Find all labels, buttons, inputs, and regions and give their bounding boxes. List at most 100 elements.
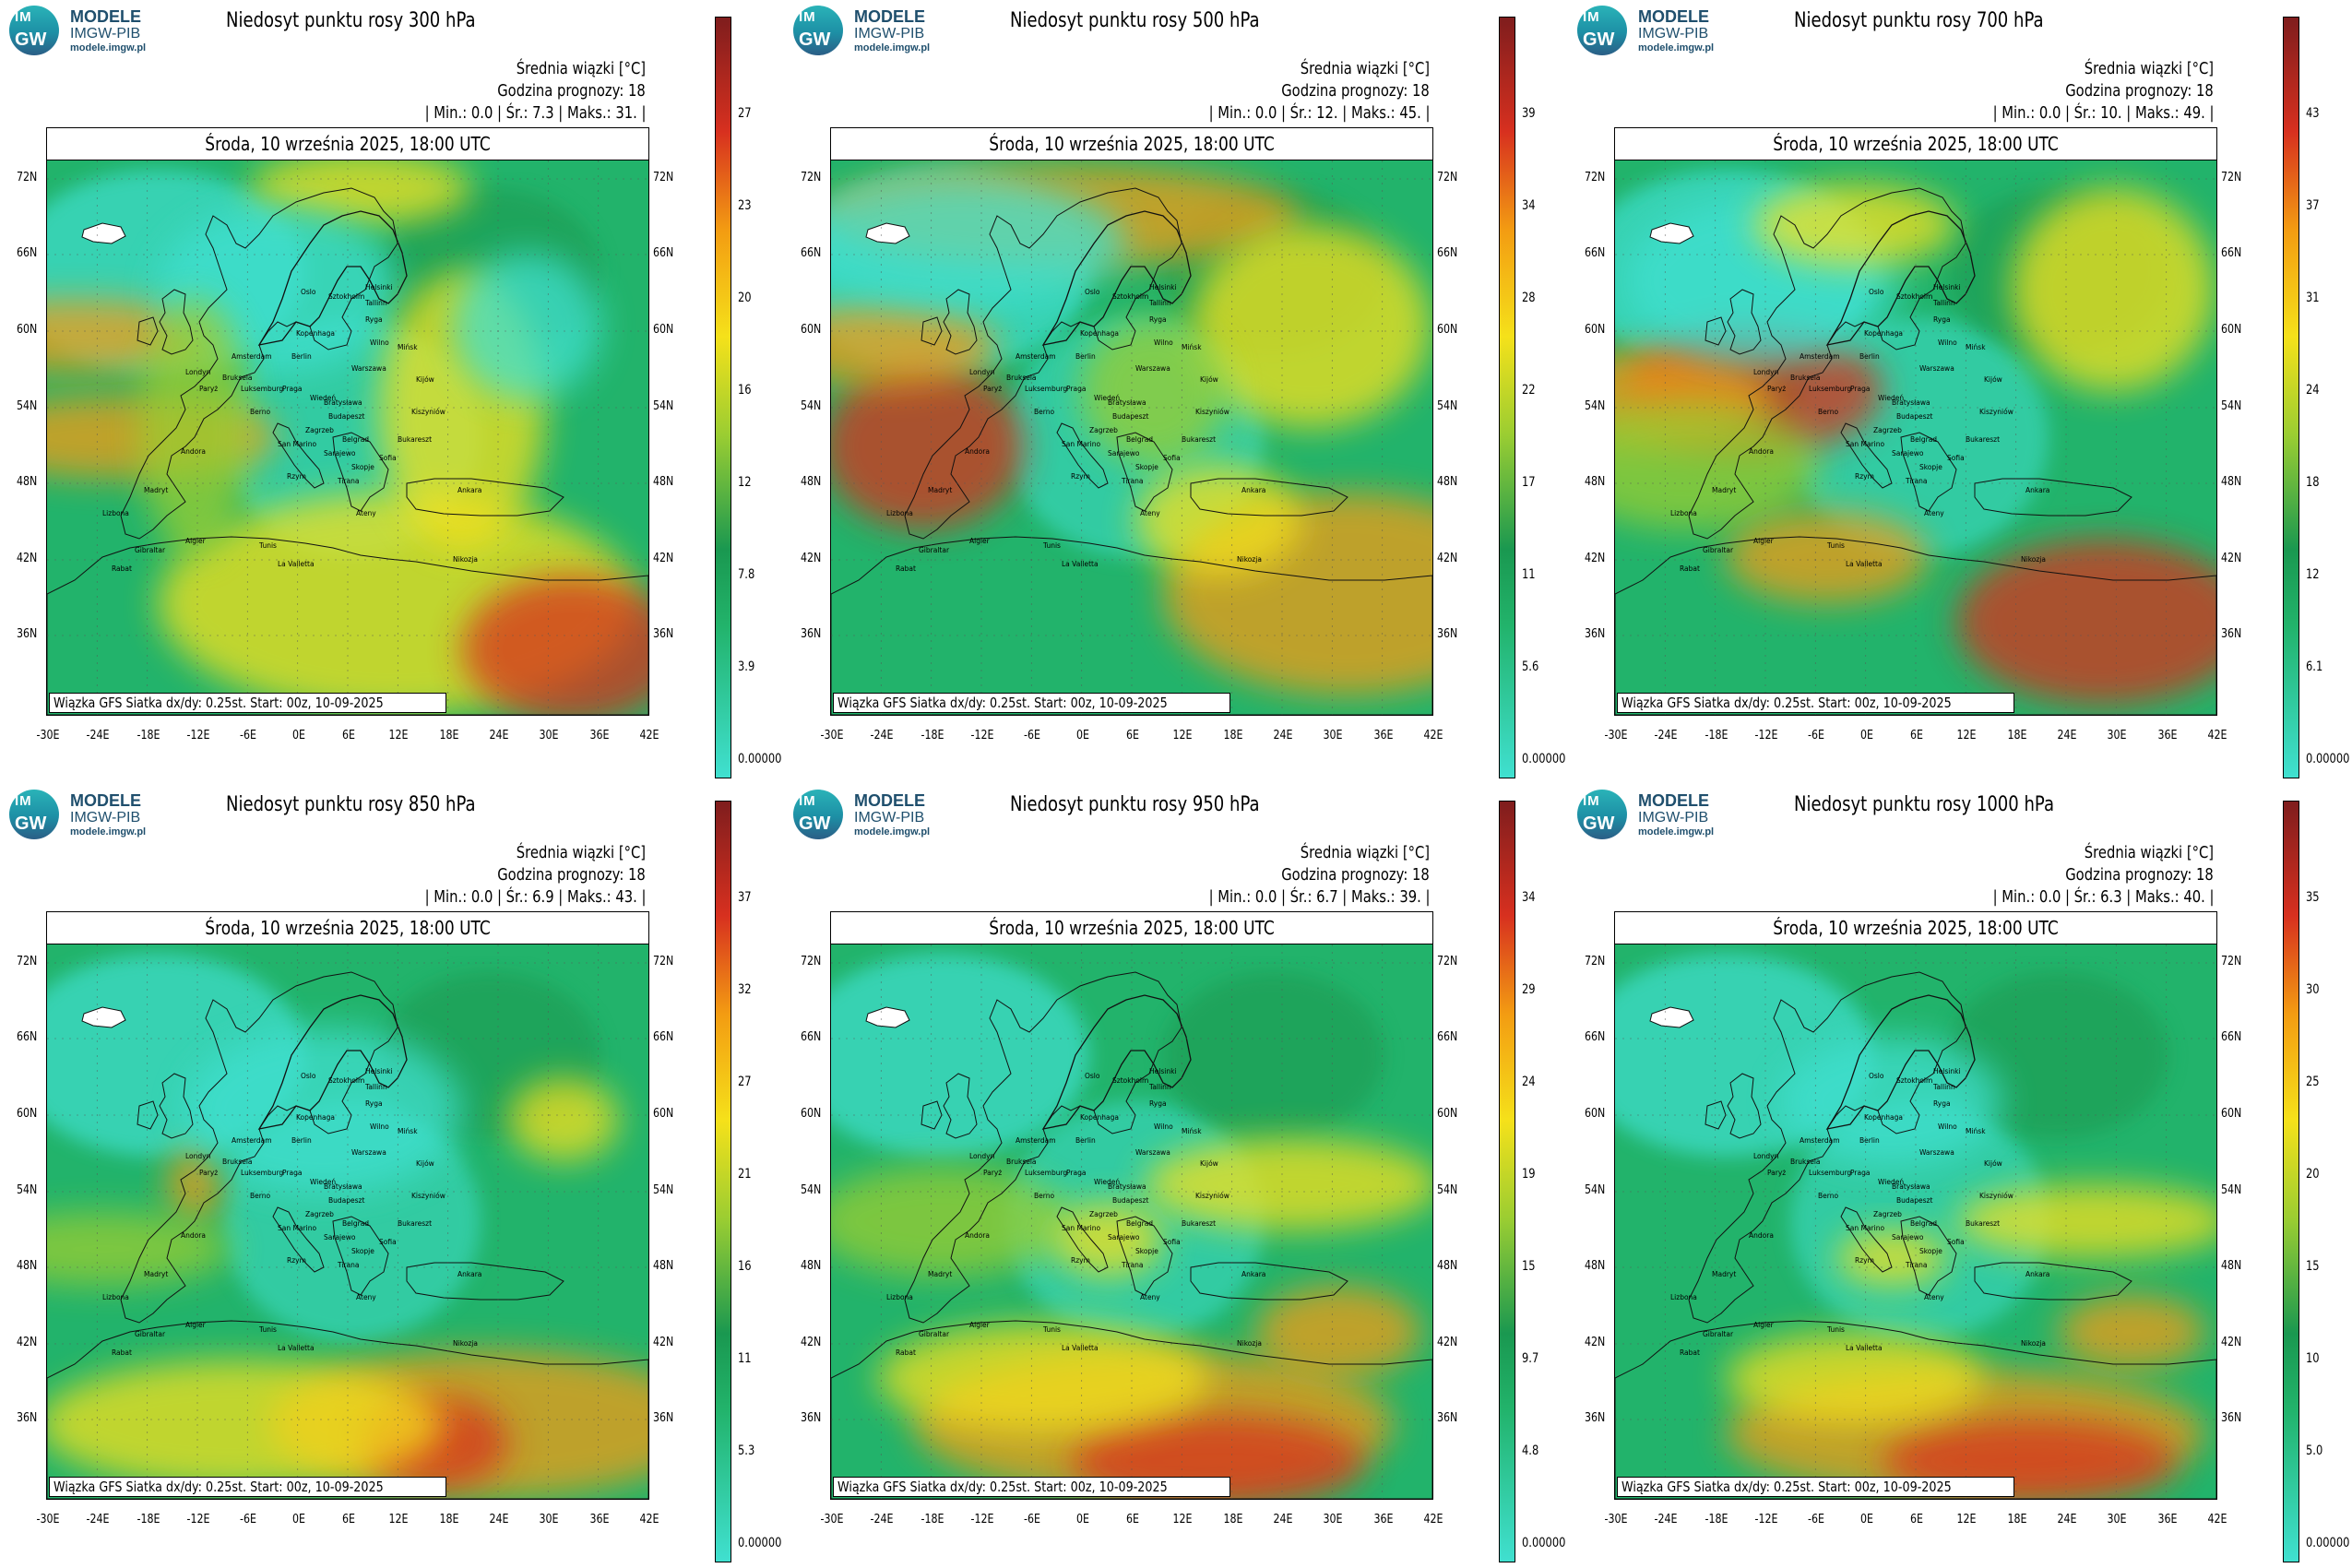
longitude-label: -6E <box>1024 1513 1041 1526</box>
city-label: Sarajewo <box>1108 449 1140 457</box>
logo-modele: MODELE <box>1638 791 1710 810</box>
city-label: Madryt <box>144 1270 168 1278</box>
latitude-label-left: 54N <box>1585 399 1606 413</box>
city-label: Helsinki <box>1933 283 1961 291</box>
city-label: Sarajewo <box>1108 1233 1140 1241</box>
longitude-label: 0E <box>1859 729 1873 742</box>
city-label: Bukareszt <box>1182 1219 1216 1228</box>
city-label: Kopenhaga <box>296 1113 335 1122</box>
city-label: Amsterdam <box>1800 352 1840 361</box>
date-header: Środa, 10 września 2025, 18:00 UTC <box>1615 128 2216 160</box>
longitude-label: 0E <box>1075 729 1089 742</box>
latitude-label-left: 60N <box>1585 323 1606 337</box>
city-label: Nikozja <box>2021 555 2046 564</box>
city-label: Tallinn <box>1148 1083 1171 1091</box>
latitude-label-left: 48N <box>1585 475 1606 489</box>
latitude-label-right: 60N <box>653 1107 674 1121</box>
colorbar <box>715 801 731 1562</box>
logo-emblem: IM GW <box>9 6 59 55</box>
city-label: Paryż <box>199 385 218 393</box>
latitude-label-left: 72N <box>1585 955 1606 968</box>
logo-emblem: IM GW <box>793 6 843 55</box>
forecast-panel: IM GW MODELE IMGW-PIB modele.imgw.pl Nie… <box>1568 0 2352 784</box>
city-label: Ankara <box>1241 486 1265 494</box>
latitude-label-right: 60N <box>1437 1107 1458 1121</box>
longitude-label: -24E <box>1654 729 1678 742</box>
city-label: Tunis <box>1042 541 1061 550</box>
city-label: Berlin <box>1075 352 1096 361</box>
city-label: Londyn <box>969 368 995 376</box>
longitude-label: -12E <box>1754 1513 1778 1526</box>
latitude-label-right: 42N <box>1437 552 1458 565</box>
city-label: Belgrad <box>342 435 369 444</box>
map-frame: Środa, 10 września 2025, 18:00 UTC Oslo H… <box>830 911 1433 1500</box>
longitude-label: -24E <box>86 729 110 742</box>
logo-emblem: IM GW <box>1577 790 1627 839</box>
latitude-label-right: 42N <box>2221 552 2242 565</box>
model-footer: Wiązka GFS Siatka dx/dy: 0.25st. Start: … <box>49 693 446 713</box>
city-label: Tunis <box>1042 1325 1061 1334</box>
colorbar-tick: 10 <box>2306 1351 2320 1366</box>
longitude-label: 12E <box>1172 729 1193 742</box>
city-label: Wiedeń <box>310 1178 336 1186</box>
city-label: Madryt <box>1712 1270 1736 1278</box>
longitude-label: 36E <box>1373 1513 1394 1526</box>
imgw-logo: IM GW MODELE IMGW-PIB modele.imgw.pl <box>1577 790 1734 841</box>
city-label: Kopenhaga <box>296 329 335 338</box>
panel-title: Niedosyt punktu rosy 850 hPa <box>226 793 476 816</box>
city-label: Berno <box>250 1192 270 1200</box>
longitude-label: 12E <box>1172 1513 1193 1526</box>
latitude-label-right: 48N <box>2221 1259 2242 1273</box>
city-label: Rabat <box>896 564 916 573</box>
latitude-label-right: 72N <box>2221 171 2242 184</box>
city-label: Londyn <box>969 1152 995 1160</box>
logo-gw: GW <box>15 30 47 50</box>
city-label: Algier <box>969 1321 991 1329</box>
city-label: Ateny <box>356 1293 376 1301</box>
city-label: Berlin <box>1075 1136 1096 1145</box>
city-label: Gibraltar <box>919 546 950 554</box>
latitude-label-left: 66N <box>17 246 38 260</box>
longitude-label: -24E <box>86 1513 110 1526</box>
longitude-label: 36E <box>1373 729 1394 742</box>
city-label: Bruksela <box>1790 374 1821 382</box>
latitude-label-left: 42N <box>1585 1336 1606 1349</box>
colorbar-tick: 20 <box>738 291 752 305</box>
city-label: Amsterdam <box>232 1136 272 1145</box>
city-label: Tirana <box>1905 1261 1927 1269</box>
imgw-logo: IM GW MODELE IMGW-PIB modele.imgw.pl <box>1577 6 1734 57</box>
longitude-label: -6E <box>1808 729 1825 742</box>
longitude-label: 18E <box>2007 729 2027 742</box>
map-frame: Środa, 10 września 2025, 18:00 UTC Oslo H… <box>1614 911 2217 1500</box>
city-label: Sofia <box>379 1238 397 1246</box>
latitude-label-right: 66N <box>653 246 674 260</box>
city-label: Paryż <box>983 1169 1002 1177</box>
longitude-label: 12E <box>1956 1513 1977 1526</box>
colorbar-tick: 20 <box>2306 1167 2320 1182</box>
city-label: Rzym <box>1071 1256 1090 1265</box>
forecast-panel: IM GW MODELE IMGW-PIB modele.imgw.pl Nie… <box>784 0 1568 784</box>
city-label: Warszawa <box>351 364 386 373</box>
city-label: La Valletta <box>1846 560 1883 568</box>
city-label: Andora <box>1749 1231 1774 1240</box>
city-label: Mińsk <box>398 343 418 351</box>
longitude-label: 30E <box>539 1513 559 1526</box>
logo-imgw-pib: IMGW-PIB <box>1638 810 1709 826</box>
latitude-label-right: 42N <box>653 552 674 565</box>
city-label: Nikozja <box>1237 1339 1262 1348</box>
colorbar-tick: 24 <box>1522 1075 1536 1089</box>
map-area: Oslo Helsinki Sztokholm Tallinn Ryga Kopenhag… <box>47 160 648 715</box>
city-label: Sarajewo <box>324 1233 356 1241</box>
city-label: Zagrzeb <box>1873 426 1902 434</box>
city-label: Kiszyniów <box>1979 1192 2013 1200</box>
city-label: Budapeszt <box>1112 1196 1148 1205</box>
longitude-label: -30E <box>36 1513 60 1526</box>
city-label: Sarajewo <box>1892 449 1924 457</box>
longitude-label: 18E <box>1223 1513 1243 1526</box>
city-label: Nikozja <box>1237 555 1262 564</box>
city-label: Berlin <box>291 1136 312 1145</box>
map-frame: Środa, 10 września 2025, 18:00 UTC Oslo H… <box>46 127 649 716</box>
colorbar-tick: 0.00000 <box>2306 1536 2350 1550</box>
latitude-label-right: 54N <box>1437 1183 1458 1197</box>
